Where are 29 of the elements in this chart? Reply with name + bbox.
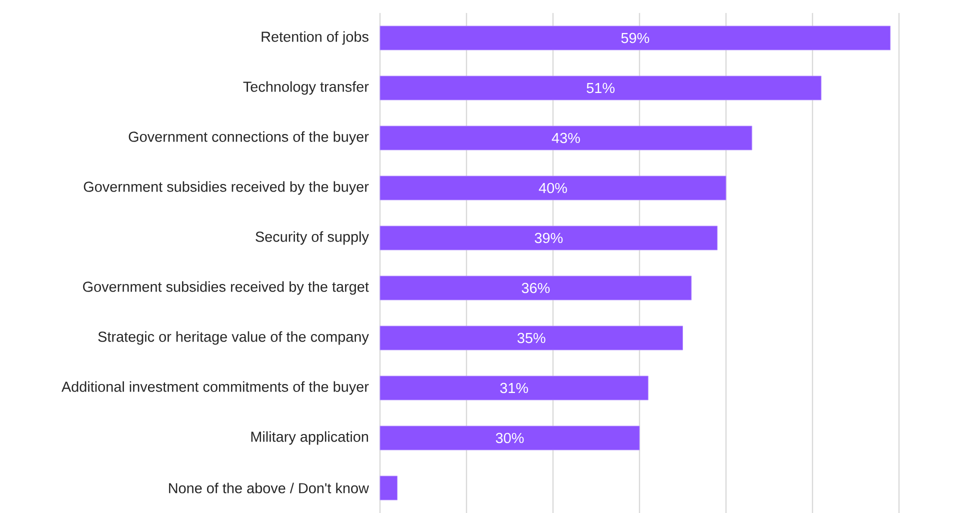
data-label: 59%	[621, 32, 650, 44]
data-label: 35%	[517, 332, 546, 344]
bar	[380, 76, 822, 100]
y-tick-label: Additional investment commitments of the buyer	[61, 381, 369, 395]
bar	[380, 26, 891, 50]
data-label: 31%	[500, 382, 528, 394]
bar	[380, 126, 752, 150]
y-tick-label: Government subsidies received by the buyer	[84, 181, 369, 195]
y-tick-label: Security of supply	[256, 231, 369, 245]
bar	[380, 176, 726, 200]
y-tick-label: Technology transfer	[243, 81, 369, 95]
data-label: 43%	[552, 132, 580, 144]
bar	[380, 226, 718, 250]
y-tick-label: Strategic or heritage value of the company	[98, 331, 369, 345]
y-tick-label: Government subsidies received by the target	[83, 281, 369, 295]
bar	[380, 376, 648, 400]
y-tick-label: None of the above / Don't know	[169, 482, 369, 494]
y-tick-label: Retention of jobs	[262, 31, 368, 45]
data-label: 39%	[534, 232, 563, 244]
data-label: 30%	[496, 432, 524, 444]
data-label: 51%	[586, 82, 615, 94]
data-label: 40%	[538, 182, 567, 194]
bar	[380, 476, 398, 500]
bar	[380, 276, 692, 300]
bar	[380, 326, 684, 350]
y-tick-label: Government connections of the buyer	[128, 131, 369, 145]
bar	[380, 426, 640, 450]
y-tick-label: Military application	[251, 431, 368, 445]
data-label: 36%	[522, 282, 550, 294]
